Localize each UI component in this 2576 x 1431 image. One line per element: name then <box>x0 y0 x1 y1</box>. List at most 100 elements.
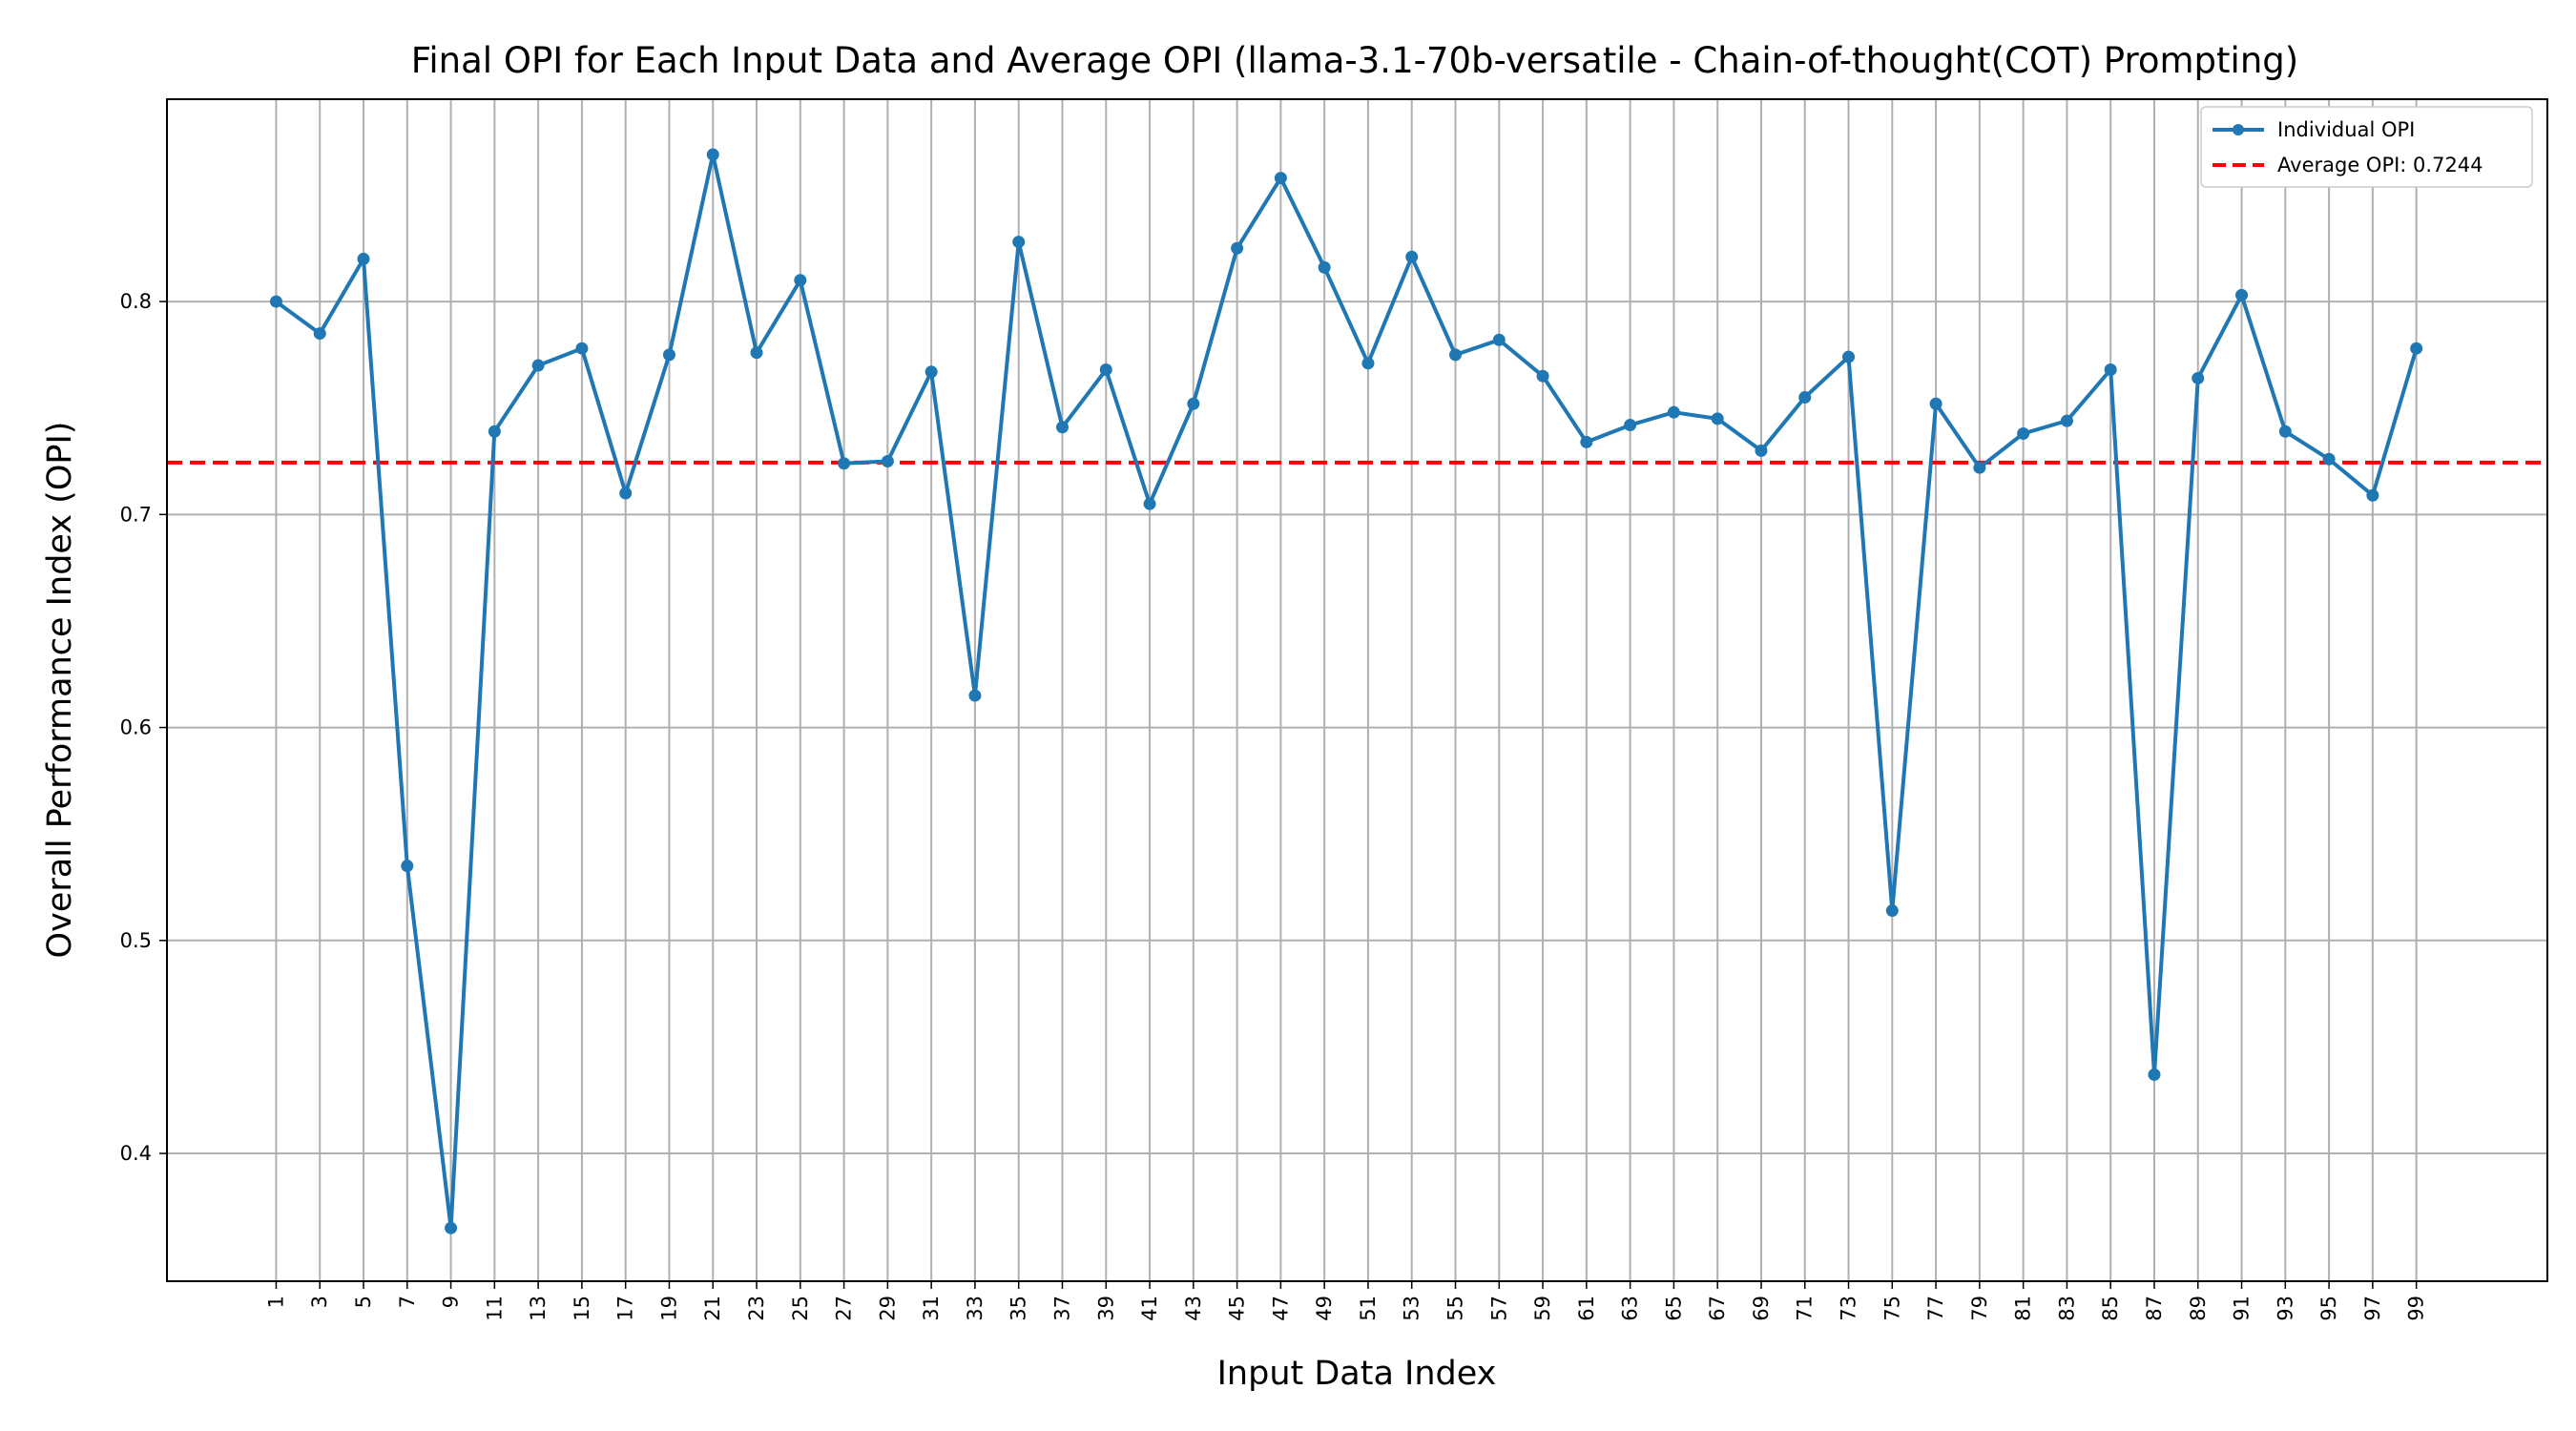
data-point <box>2060 414 2073 427</box>
x-tick-label: 13 <box>527 1296 550 1321</box>
x-tick-label: 49 <box>1313 1296 1336 1321</box>
data-point <box>269 295 282 308</box>
data-point <box>1143 497 1156 510</box>
data-point <box>1099 363 1112 377</box>
data-point <box>1798 391 1812 404</box>
legend-box <box>2200 106 2533 188</box>
y-tick-label: 0.7 <box>120 503 152 526</box>
x-tick-label: 35 <box>1008 1296 1030 1321</box>
data-point <box>357 252 370 265</box>
y-tick-label: 0.5 <box>120 929 152 952</box>
y-tick-label: 0.8 <box>120 290 152 313</box>
data-point <box>1055 421 1069 434</box>
x-tick-label: 93 <box>2274 1296 2296 1321</box>
x-tick-label: 33 <box>964 1296 987 1321</box>
x-tick-label: 81 <box>2012 1296 2035 1321</box>
data-point <box>2235 288 2249 301</box>
data-point <box>2148 1068 2161 1081</box>
data-point <box>881 455 894 468</box>
data-point <box>1973 461 1986 474</box>
data-point <box>2192 371 2205 384</box>
data-point <box>1492 333 1506 346</box>
data-point <box>2017 426 2030 440</box>
data-point <box>794 274 807 287</box>
chart-title: Final OPI for Each Input Data and Averag… <box>411 40 2298 81</box>
data-point <box>1187 397 1200 410</box>
data-point <box>1449 348 1463 362</box>
x-axis-label: Input Data Index <box>1217 1355 1497 1393</box>
data-point <box>1405 250 1419 263</box>
x-tick-label: 43 <box>1182 1296 1205 1321</box>
x-tick-label: 39 <box>1094 1296 1117 1321</box>
x-tick-label: 69 <box>1750 1296 1773 1321</box>
data-point <box>1274 172 1287 185</box>
data-point <box>1624 419 1637 432</box>
x-tick-label: 47 <box>1269 1296 1292 1321</box>
data-point <box>313 327 326 341</box>
data-point <box>445 1221 458 1234</box>
x-tick-label: 79 <box>1968 1296 1991 1321</box>
series-layer <box>269 148 2423 1234</box>
x-tick-label: 85 <box>2099 1296 2122 1321</box>
x-tick-label: 5 <box>352 1296 375 1308</box>
x-tick-label: 31 <box>920 1296 943 1321</box>
x-tick-label: 65 <box>1662 1296 1685 1321</box>
x-tick-label: 41 <box>1138 1296 1161 1321</box>
x-tick-label: 53 <box>1401 1296 1423 1321</box>
legend: Individual OPI Average OPI: 0.7244 <box>2200 106 2533 188</box>
x-tick-label: 27 <box>833 1296 856 1321</box>
data-point <box>1231 241 1244 255</box>
y-axis-label: Overall Performance Index (OPI) <box>41 422 79 959</box>
data-point <box>619 487 633 500</box>
x-tick-label: 3 <box>308 1296 331 1308</box>
data-point <box>1580 435 1593 448</box>
x-tick-label: 71 <box>1794 1296 1817 1321</box>
x-tick-label: 99 <box>2405 1296 2428 1321</box>
data-point <box>1012 236 1026 249</box>
x-tick-label: 23 <box>745 1296 768 1321</box>
x-tick-label: 29 <box>876 1296 899 1321</box>
x-tick-label: 83 <box>2055 1296 2078 1321</box>
data-point <box>1755 444 1768 457</box>
x-tick-label: 57 <box>1487 1296 1510 1321</box>
x-tick-label: 25 <box>789 1296 812 1321</box>
x-axis-ticks: 1 3 5 7 9 11 13 15 17 19 21 23 25 27 29 31 33 35 37 39 41 43 4… <box>264 1281 2428 1321</box>
x-tick-label: 61 <box>1575 1296 1598 1321</box>
x-tick-label: 51 <box>1357 1296 1380 1321</box>
data-point <box>1885 904 1899 918</box>
data-point <box>2322 452 2336 466</box>
x-tick-label: 73 <box>1838 1296 1860 1321</box>
data-point <box>2278 425 2292 438</box>
data-point <box>488 425 501 438</box>
data-point <box>1318 260 1331 274</box>
y-tick-label: 0.4 <box>120 1142 152 1165</box>
x-tick-label: 15 <box>571 1296 593 1321</box>
data-point <box>2366 488 2379 502</box>
x-tick-label: 21 <box>701 1296 724 1321</box>
data-point <box>1842 350 1856 363</box>
x-tick-label: 7 <box>396 1296 419 1308</box>
x-tick-label: 17 <box>614 1296 637 1321</box>
x-tick-label: 77 <box>1924 1296 1947 1321</box>
legend-label-individual: Individual OPI <box>2277 118 2415 141</box>
data-point <box>575 342 589 355</box>
data-point <box>968 689 982 702</box>
y-axis-ticks: 0.4 0.5 0.6 0.7 0.8 <box>120 290 167 1165</box>
x-tick-label: 87 <box>2143 1296 2166 1321</box>
x-tick-label: 19 <box>657 1296 680 1321</box>
x-tick-label: 67 <box>1706 1296 1729 1321</box>
legend-marker-individual <box>2233 124 2244 135</box>
x-tick-label: 95 <box>2317 1296 2340 1321</box>
data-point <box>1536 369 1549 383</box>
data-point <box>531 359 545 372</box>
x-tick-label: 45 <box>1226 1296 1249 1321</box>
x-tick-label: 1 <box>264 1296 287 1308</box>
x-tick-label: 55 <box>1444 1296 1467 1321</box>
data-point <box>924 365 938 379</box>
data-point <box>706 148 719 161</box>
data-point <box>401 860 414 873</box>
x-tick-label: 91 <box>2231 1296 2254 1321</box>
data-point <box>1667 405 1680 419</box>
x-tick-label: 75 <box>1880 1296 1903 1321</box>
